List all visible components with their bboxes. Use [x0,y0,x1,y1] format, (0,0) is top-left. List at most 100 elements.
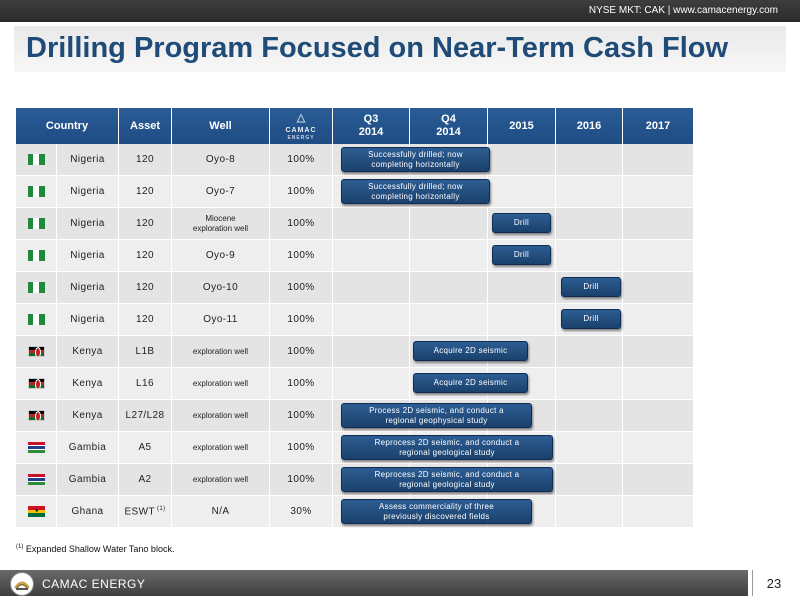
flag-cell [16,400,57,431]
timeline-cell [623,336,693,367]
country-cell: Nigeria [57,144,119,175]
activity-bar: Drill [492,213,551,233]
activity-line: regional geophysical study [385,415,488,425]
well-cell: exploration well [172,464,270,495]
asset-value: L27/L28 [125,410,165,421]
q4-label: Q4 [441,113,456,125]
timeline-cell [488,432,556,463]
activity-line: completing horizontally [371,191,460,201]
timeline-cell [488,464,556,495]
country-cell: Kenya [57,368,119,399]
asset-value: ESWT [124,506,155,518]
country-cell: Nigeria [57,208,119,239]
asset-value: 120 [136,282,154,293]
flag-cell [16,336,57,367]
col-header-2015: 2015 [488,108,556,144]
nigeria-flag-icon [27,314,45,325]
activity-line: Drill [583,314,599,323]
q4-year: 2014 [436,126,461,138]
asset-value: A5 [138,442,152,453]
table-row: Kenya L27/L28 exploration well 100% Process … [16,400,693,432]
activity-line: regional geological study [399,479,495,489]
interest-cell: 30% [270,496,333,527]
well-cell: Miocene exploration well [172,208,270,239]
flag-cell [16,176,57,207]
title-bar: Drilling Program Focused on Near-Term Ca… [14,26,786,72]
asset-cell: A2 [119,464,172,495]
timeline-cell [623,496,693,527]
timeline-cell [410,272,488,303]
country-cell: Kenya [57,336,119,367]
top-bar: NYSE MKT: CAK | www.camacenergy.com [0,0,800,22]
timeline-cell [488,176,556,207]
col-header-logo: △ CAMAC ENERGY [270,108,333,144]
timeline-cell [556,240,623,271]
activity-line: Acquire 2D seismic [433,346,508,355]
asset-cell: 120 [119,208,172,239]
footnote: (1) Expanded Shallow Water Tano block. [16,544,174,554]
flag-cell [16,464,57,495]
country-cell: Gambia [57,432,119,463]
interest-cell: 100% [270,208,333,239]
interest-cell: 100% [270,272,333,303]
table-row: Nigeria 120 Oyo-9 100% Drill [16,240,693,272]
ghana-flag-icon: ★ [27,506,45,517]
activity-line: Drill [583,282,599,291]
footer-band: CAMAC ENERGY [0,570,748,596]
timeline-cell [333,240,410,271]
interest-cell: 100% [270,432,333,463]
timeline-cell [623,240,693,271]
timeline-cell [488,240,556,271]
table-row: ★ Ghana ESWT (1) N/A 30% Assess commerciality … [16,496,693,528]
well-cell: Oyo-8 [172,144,270,175]
camac-logo: △ CAMAC ENERGY [282,112,320,142]
flag-cell [16,208,57,239]
timeline-cell [556,176,623,207]
flag-cell [16,304,57,335]
timeline-cell [333,336,410,367]
interest-cell: 100% [270,176,333,207]
timeline-cell [556,272,623,303]
asset-value: L1B [135,346,155,357]
well-cell: N/A [172,496,270,527]
well-line: exploration well [192,223,249,233]
table-row: Gambia A2 exploration well 100% Reprocess 2D… [16,464,693,496]
asset-value: 120 [136,250,154,261]
well-line: Miocene [205,213,236,223]
timeline-cell [488,208,556,239]
timeline-cell [333,272,410,303]
table-row: Nigeria 120 Oyo-7 100% Successfully drilled;… [16,176,693,208]
flag-cell [16,368,57,399]
asset-value: 120 [136,314,154,325]
nigeria-flag-icon [27,218,45,229]
asset-cell: 120 [119,176,172,207]
kenya-flag-icon [27,378,45,389]
page-title: Drilling Program Focused on Near-Term Ca… [26,32,729,64]
asset-value: 120 [136,186,154,197]
footnote-marker: (1) [16,544,24,550]
timeline-cell [410,304,488,335]
camac-footer-logo-icon [10,572,34,596]
timeline-cell [333,208,410,239]
asset-value: L16 [136,378,154,389]
activity-line: Successfully drilled; now [368,181,463,191]
footer-brand: CAMAC ENERGY [42,577,146,591]
activity-line: Assess commerciality of three [379,501,494,511]
timeline-cell [410,208,488,239]
well-cell: Oyo-10 [172,272,270,303]
timeline-cell [623,432,693,463]
asset-cell: 120 [119,304,172,335]
interest-cell: 100% [270,304,333,335]
interest-cell: 100% [270,400,333,431]
table-header: Country Asset Well △ CAMAC ENERGY Q3 2014… [16,108,693,144]
gambia-flag-icon [27,474,45,485]
timeline-cell [488,400,556,431]
flag-cell [16,432,57,463]
asset-cell: 120 [119,240,172,271]
activity-line: Drill [513,250,530,259]
asset-value: 120 [136,218,154,229]
timeline-cell [623,304,693,335]
timeline-cell [623,464,693,495]
well-cell: exploration well [172,400,270,431]
country-cell: Nigeria [57,272,119,303]
